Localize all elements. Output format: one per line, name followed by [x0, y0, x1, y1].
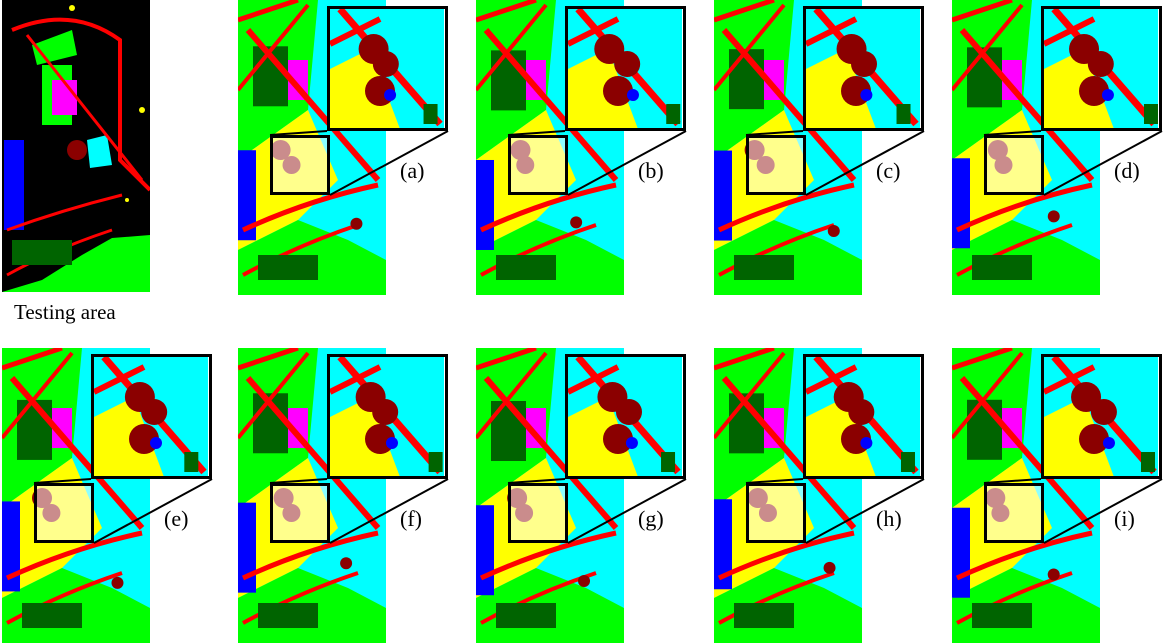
panel-label: (c) [876, 158, 901, 183]
zoom-region-box [746, 135, 806, 195]
panel-label: (a) [400, 158, 425, 183]
zoom-inset [327, 354, 448, 479]
zoom-region-box [984, 483, 1044, 543]
zoom-inset [803, 354, 924, 479]
zoom-inset [803, 6, 924, 131]
zoom-inset [1041, 354, 1162, 479]
zoom-region-box [984, 135, 1044, 195]
zoom-region-box [34, 483, 94, 543]
zoom-region-box [270, 135, 330, 195]
zoom-region-box [508, 483, 568, 543]
classification-map [714, 0, 862, 295]
panel-label: (e) [164, 506, 189, 531]
panel-label: (i) [1114, 506, 1135, 531]
testing-area-map [2, 0, 150, 292]
panel-label: (g) [638, 506, 664, 531]
panel-label: (b) [638, 158, 664, 183]
zoom-region-box [270, 483, 330, 543]
testing-area-caption: Testing area [14, 300, 116, 324]
zoom-region-box [508, 135, 568, 195]
panel-label: (f) [400, 506, 422, 531]
zoom-inset [565, 354, 686, 479]
zoom-inset [565, 6, 686, 131]
panel-label: (h) [876, 506, 902, 531]
panel-label: (d) [1114, 158, 1140, 183]
zoom-region-box [746, 483, 806, 543]
zoom-inset [1041, 6, 1162, 131]
zoom-inset [327, 6, 448, 131]
zoom-inset [91, 354, 212, 479]
